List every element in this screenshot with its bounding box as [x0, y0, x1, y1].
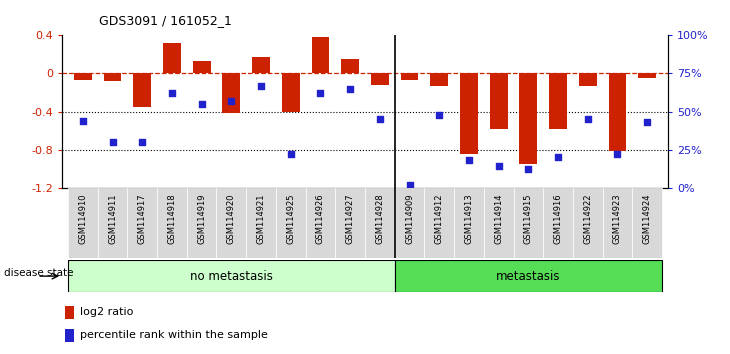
- Text: GSM114910: GSM114910: [78, 193, 88, 244]
- Text: GSM114915: GSM114915: [524, 193, 533, 244]
- Point: [255, 83, 267, 88]
- Bar: [193, 61, 210, 73]
- Bar: [549, 73, 567, 129]
- Bar: [335, 188, 365, 258]
- Point: [374, 116, 385, 122]
- Point: [137, 139, 148, 145]
- Text: GSM114911: GSM114911: [108, 193, 117, 244]
- Text: no metastasis: no metastasis: [190, 270, 273, 282]
- Text: metastasis: metastasis: [496, 270, 561, 282]
- Text: GSM114925: GSM114925: [286, 193, 295, 244]
- Bar: [282, 73, 299, 113]
- Point: [166, 90, 178, 96]
- Point: [315, 90, 326, 96]
- Bar: [187, 188, 217, 258]
- Text: GDS3091 / 161052_1: GDS3091 / 161052_1: [99, 14, 231, 27]
- Bar: [341, 59, 359, 73]
- Bar: [602, 188, 632, 258]
- Text: percentile rank within the sample: percentile rank within the sample: [80, 330, 268, 341]
- Point: [463, 158, 474, 163]
- Bar: [573, 188, 602, 258]
- Bar: [65, 306, 74, 319]
- Bar: [579, 73, 596, 86]
- Bar: [98, 188, 128, 258]
- Text: GSM114927: GSM114927: [345, 193, 355, 244]
- Bar: [157, 188, 187, 258]
- Bar: [543, 188, 573, 258]
- Bar: [246, 188, 276, 258]
- Point: [77, 118, 88, 124]
- Point: [493, 164, 504, 169]
- Bar: [74, 73, 92, 80]
- Bar: [395, 260, 662, 292]
- Bar: [395, 188, 424, 258]
- Bar: [68, 260, 395, 292]
- Text: GSM114928: GSM114928: [375, 193, 385, 244]
- Text: GSM114914: GSM114914: [494, 193, 503, 244]
- Point: [523, 166, 534, 172]
- Text: GSM114913: GSM114913: [464, 193, 474, 244]
- Bar: [371, 73, 389, 85]
- Text: GSM114923: GSM114923: [613, 193, 622, 244]
- Bar: [460, 73, 478, 154]
- Bar: [638, 73, 656, 78]
- Point: [612, 151, 623, 157]
- Bar: [65, 329, 74, 342]
- Text: GSM114909: GSM114909: [405, 193, 414, 244]
- Point: [107, 139, 118, 145]
- Text: disease state: disease state: [4, 268, 73, 278]
- Bar: [520, 73, 537, 164]
- Text: GSM114926: GSM114926: [316, 193, 325, 244]
- Point: [404, 182, 415, 187]
- Bar: [306, 188, 335, 258]
- Bar: [68, 188, 98, 258]
- Text: GSM114921: GSM114921: [256, 193, 266, 244]
- Text: GSM114920: GSM114920: [227, 193, 236, 244]
- Text: GSM114924: GSM114924: [642, 193, 652, 244]
- Bar: [104, 73, 121, 81]
- Text: GSM114916: GSM114916: [553, 193, 563, 244]
- Bar: [163, 43, 181, 73]
- Text: GSM114919: GSM114919: [197, 193, 206, 244]
- Bar: [312, 37, 329, 73]
- Bar: [223, 73, 240, 113]
- Text: log2 ratio: log2 ratio: [80, 307, 134, 318]
- Bar: [134, 73, 151, 107]
- Bar: [484, 188, 513, 258]
- Point: [434, 112, 445, 118]
- Bar: [252, 57, 270, 73]
- Point: [582, 116, 593, 122]
- Point: [226, 98, 237, 104]
- Bar: [513, 188, 543, 258]
- Bar: [128, 188, 157, 258]
- Text: GSM114918: GSM114918: [167, 193, 177, 244]
- Text: GSM114922: GSM114922: [583, 193, 592, 244]
- Bar: [365, 188, 395, 258]
- Bar: [401, 73, 418, 80]
- Point: [552, 154, 564, 160]
- Text: GSM114912: GSM114912: [435, 193, 444, 244]
- Bar: [454, 188, 484, 258]
- Bar: [490, 73, 507, 129]
- Bar: [424, 188, 454, 258]
- Point: [642, 119, 653, 125]
- Point: [196, 101, 207, 107]
- Bar: [609, 73, 626, 152]
- Bar: [632, 188, 662, 258]
- Bar: [217, 188, 246, 258]
- Bar: [276, 188, 306, 258]
- Point: [345, 86, 356, 91]
- Point: [285, 151, 296, 157]
- Text: GSM114917: GSM114917: [138, 193, 147, 244]
- Bar: [431, 73, 448, 86]
